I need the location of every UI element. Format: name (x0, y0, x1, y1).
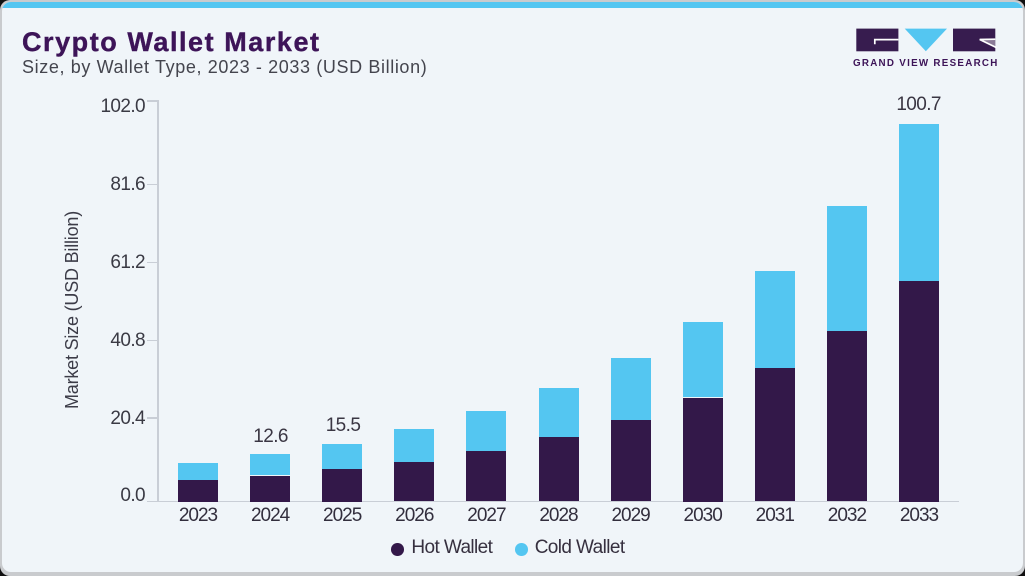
svg-text:GRAND VIEW RESEARCH: GRAND VIEW RESEARCH (853, 58, 999, 69)
